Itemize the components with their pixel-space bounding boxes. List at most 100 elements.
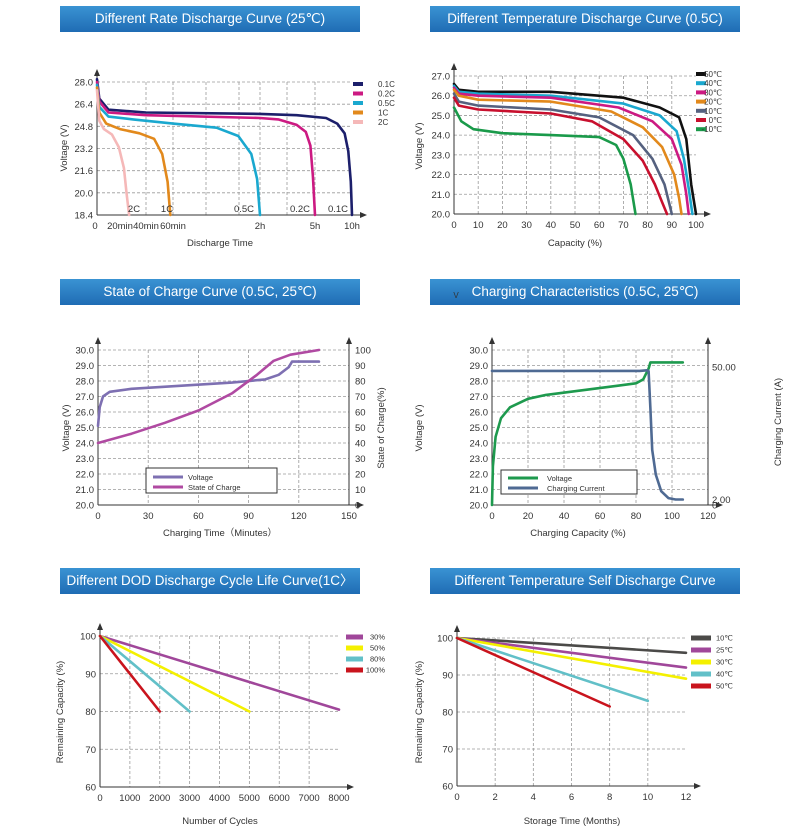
x-tick-label: 60	[594, 220, 605, 231]
legend-label-voltage: Voltage	[547, 474, 572, 483]
y2-tick-label: 100	[355, 346, 371, 357]
x-tick-label: 60min	[160, 221, 186, 232]
y2-tick-label: 2.00	[712, 495, 731, 506]
y-tick-label: 25.0	[470, 423, 489, 434]
legend-label-80: 80%	[370, 655, 385, 664]
series-line-voltage	[96, 360, 321, 428]
y-axis-label: Voltage (V)	[414, 405, 425, 452]
series-line-50	[98, 634, 251, 713]
temp-discharge-chart: 27.0 26.0 25.0 24.0 23.0 22.0 21.0 20.00 10 20 30 4…	[414, 63, 722, 249]
series-line-10	[452, 92, 674, 216]
legend-swatch-0	[696, 118, 706, 122]
legend-label-30: 30%	[370, 633, 385, 642]
x-tick-label: 10h	[344, 221, 360, 232]
x-tick-label: 2	[493, 792, 498, 803]
legend-swatch-1c	[353, 110, 363, 115]
series-line-1c	[95, 86, 172, 217]
x-tick-label: 12	[681, 792, 692, 803]
x-tick-label: 80	[631, 511, 642, 522]
x-tick-label: 7000	[299, 793, 320, 804]
legend-swatch-2c	[353, 120, 363, 124]
legend-label-1c: 1C	[378, 109, 388, 118]
legend-swatch-40	[691, 671, 711, 677]
legend-label-voltage: Voltage	[188, 473, 213, 482]
y-axis-arrow	[451, 63, 457, 70]
y-tick-label: 90	[442, 671, 453, 682]
legend-label-30: 30℃	[704, 88, 722, 97]
legend-swatch-50	[691, 683, 711, 689]
legend-label-0: 0℃	[709, 116, 722, 125]
y-tick-label: 26.0	[470, 408, 489, 419]
legend-label-charging-current: Charging Current	[547, 484, 605, 493]
y-tick-label: 27.0	[76, 392, 95, 403]
y-axis-label: Voltage (V)	[59, 125, 70, 172]
x-tick-label: 6000	[269, 793, 290, 804]
x-tick-label: 50	[570, 220, 581, 231]
legend-box	[500, 469, 638, 495]
legend-label-0-2c: 0.2C	[378, 90, 395, 99]
x-axis-arrow	[694, 783, 701, 789]
y-tick-label: 21.0	[76, 485, 95, 496]
series-line-0-2c	[95, 80, 317, 217]
legend-swatch-0-1c	[353, 82, 363, 86]
y2-tick-label: 60	[355, 408, 366, 419]
y-tick-label: 24.0	[432, 131, 451, 142]
y-tick-label: 27.0	[470, 392, 489, 403]
y2-axis-label: State of Charge(%)	[376, 387, 387, 468]
legend-swatch-10	[691, 635, 711, 641]
x-tick-label: 80	[642, 220, 653, 231]
y2-tick-label: 90	[355, 361, 366, 372]
y-axis-label: Remaining Capacity (%)	[55, 661, 66, 763]
y-tick-label: 30.0	[76, 346, 95, 357]
y-tick-label: 23.2	[75, 144, 94, 155]
soc-chart-title: State of Charge Curve (0.5C, 25℃)	[60, 279, 360, 305]
x-axis-arrow	[360, 212, 367, 218]
legend-label-50: 50%	[370, 644, 385, 653]
legend-label-0-1c: 0.1C	[378, 80, 395, 89]
end-label-0-5c: 0.5C	[234, 204, 254, 215]
y2-axis-arrow	[346, 337, 352, 344]
legend-swatch-50	[696, 72, 706, 76]
legend-label-0-5c: 0.5C	[378, 99, 395, 108]
series-line-state-of-charge	[96, 348, 321, 445]
y-tick-label: 24.0	[470, 439, 489, 450]
y2-tick-label: 0	[355, 501, 360, 512]
legend-swatch-30	[696, 90, 706, 95]
y-tick-label: 60	[85, 783, 96, 794]
legend-label-10: -10℃	[701, 125, 722, 134]
legend-swatch-25	[691, 647, 711, 653]
legend-swatch-50	[346, 645, 363, 651]
x-axis-label: Capacity (%)	[548, 238, 602, 249]
y-tick-label: 28.0	[470, 377, 489, 388]
y-tick-label: 22.0	[76, 470, 95, 481]
y-tick-label: 28.0	[76, 377, 95, 388]
legend-swatch-0-2c	[353, 91, 363, 96]
y-tick-label: 80	[85, 707, 96, 718]
x-tick-label: 3000	[179, 793, 200, 804]
y-tick-label: 90	[85, 669, 96, 680]
y2-tick-label: 70	[355, 392, 366, 403]
dod-chart-title: Different DOD Discharge Cycle Life Curve…	[60, 568, 360, 594]
x-axis-arrow	[347, 784, 354, 790]
y-tick-label: 21.6	[75, 166, 94, 177]
series-line-50	[452, 82, 698, 216]
y-tick-label: 26.0	[76, 408, 95, 419]
series-line-charging-current	[490, 368, 685, 501]
series-line-0-1c	[95, 77, 354, 217]
legend-label-40: 40℃	[704, 79, 722, 88]
x-tick-label: 5000	[239, 793, 260, 804]
y-tick-label: 22.0	[470, 470, 489, 481]
x-tick-label: 120	[291, 511, 307, 522]
x-tick-label: 2000	[149, 793, 170, 804]
legend-swatch-10	[696, 127, 706, 132]
x-tick-label: 70	[618, 220, 629, 231]
legend-label-2c: 2C	[378, 118, 388, 127]
x-tick-label: 0	[489, 511, 494, 522]
legend-swatch-80	[346, 656, 363, 662]
y-axis-arrow	[454, 625, 460, 632]
chg-chart-title: Charging Characteristics (0.5C, 25℃)	[430, 279, 740, 305]
y2-tick-label: 50	[355, 423, 366, 434]
y2-tick-label: 30	[355, 454, 366, 465]
series-line-40	[452, 84, 694, 216]
x-tick-label: 100	[688, 220, 704, 231]
